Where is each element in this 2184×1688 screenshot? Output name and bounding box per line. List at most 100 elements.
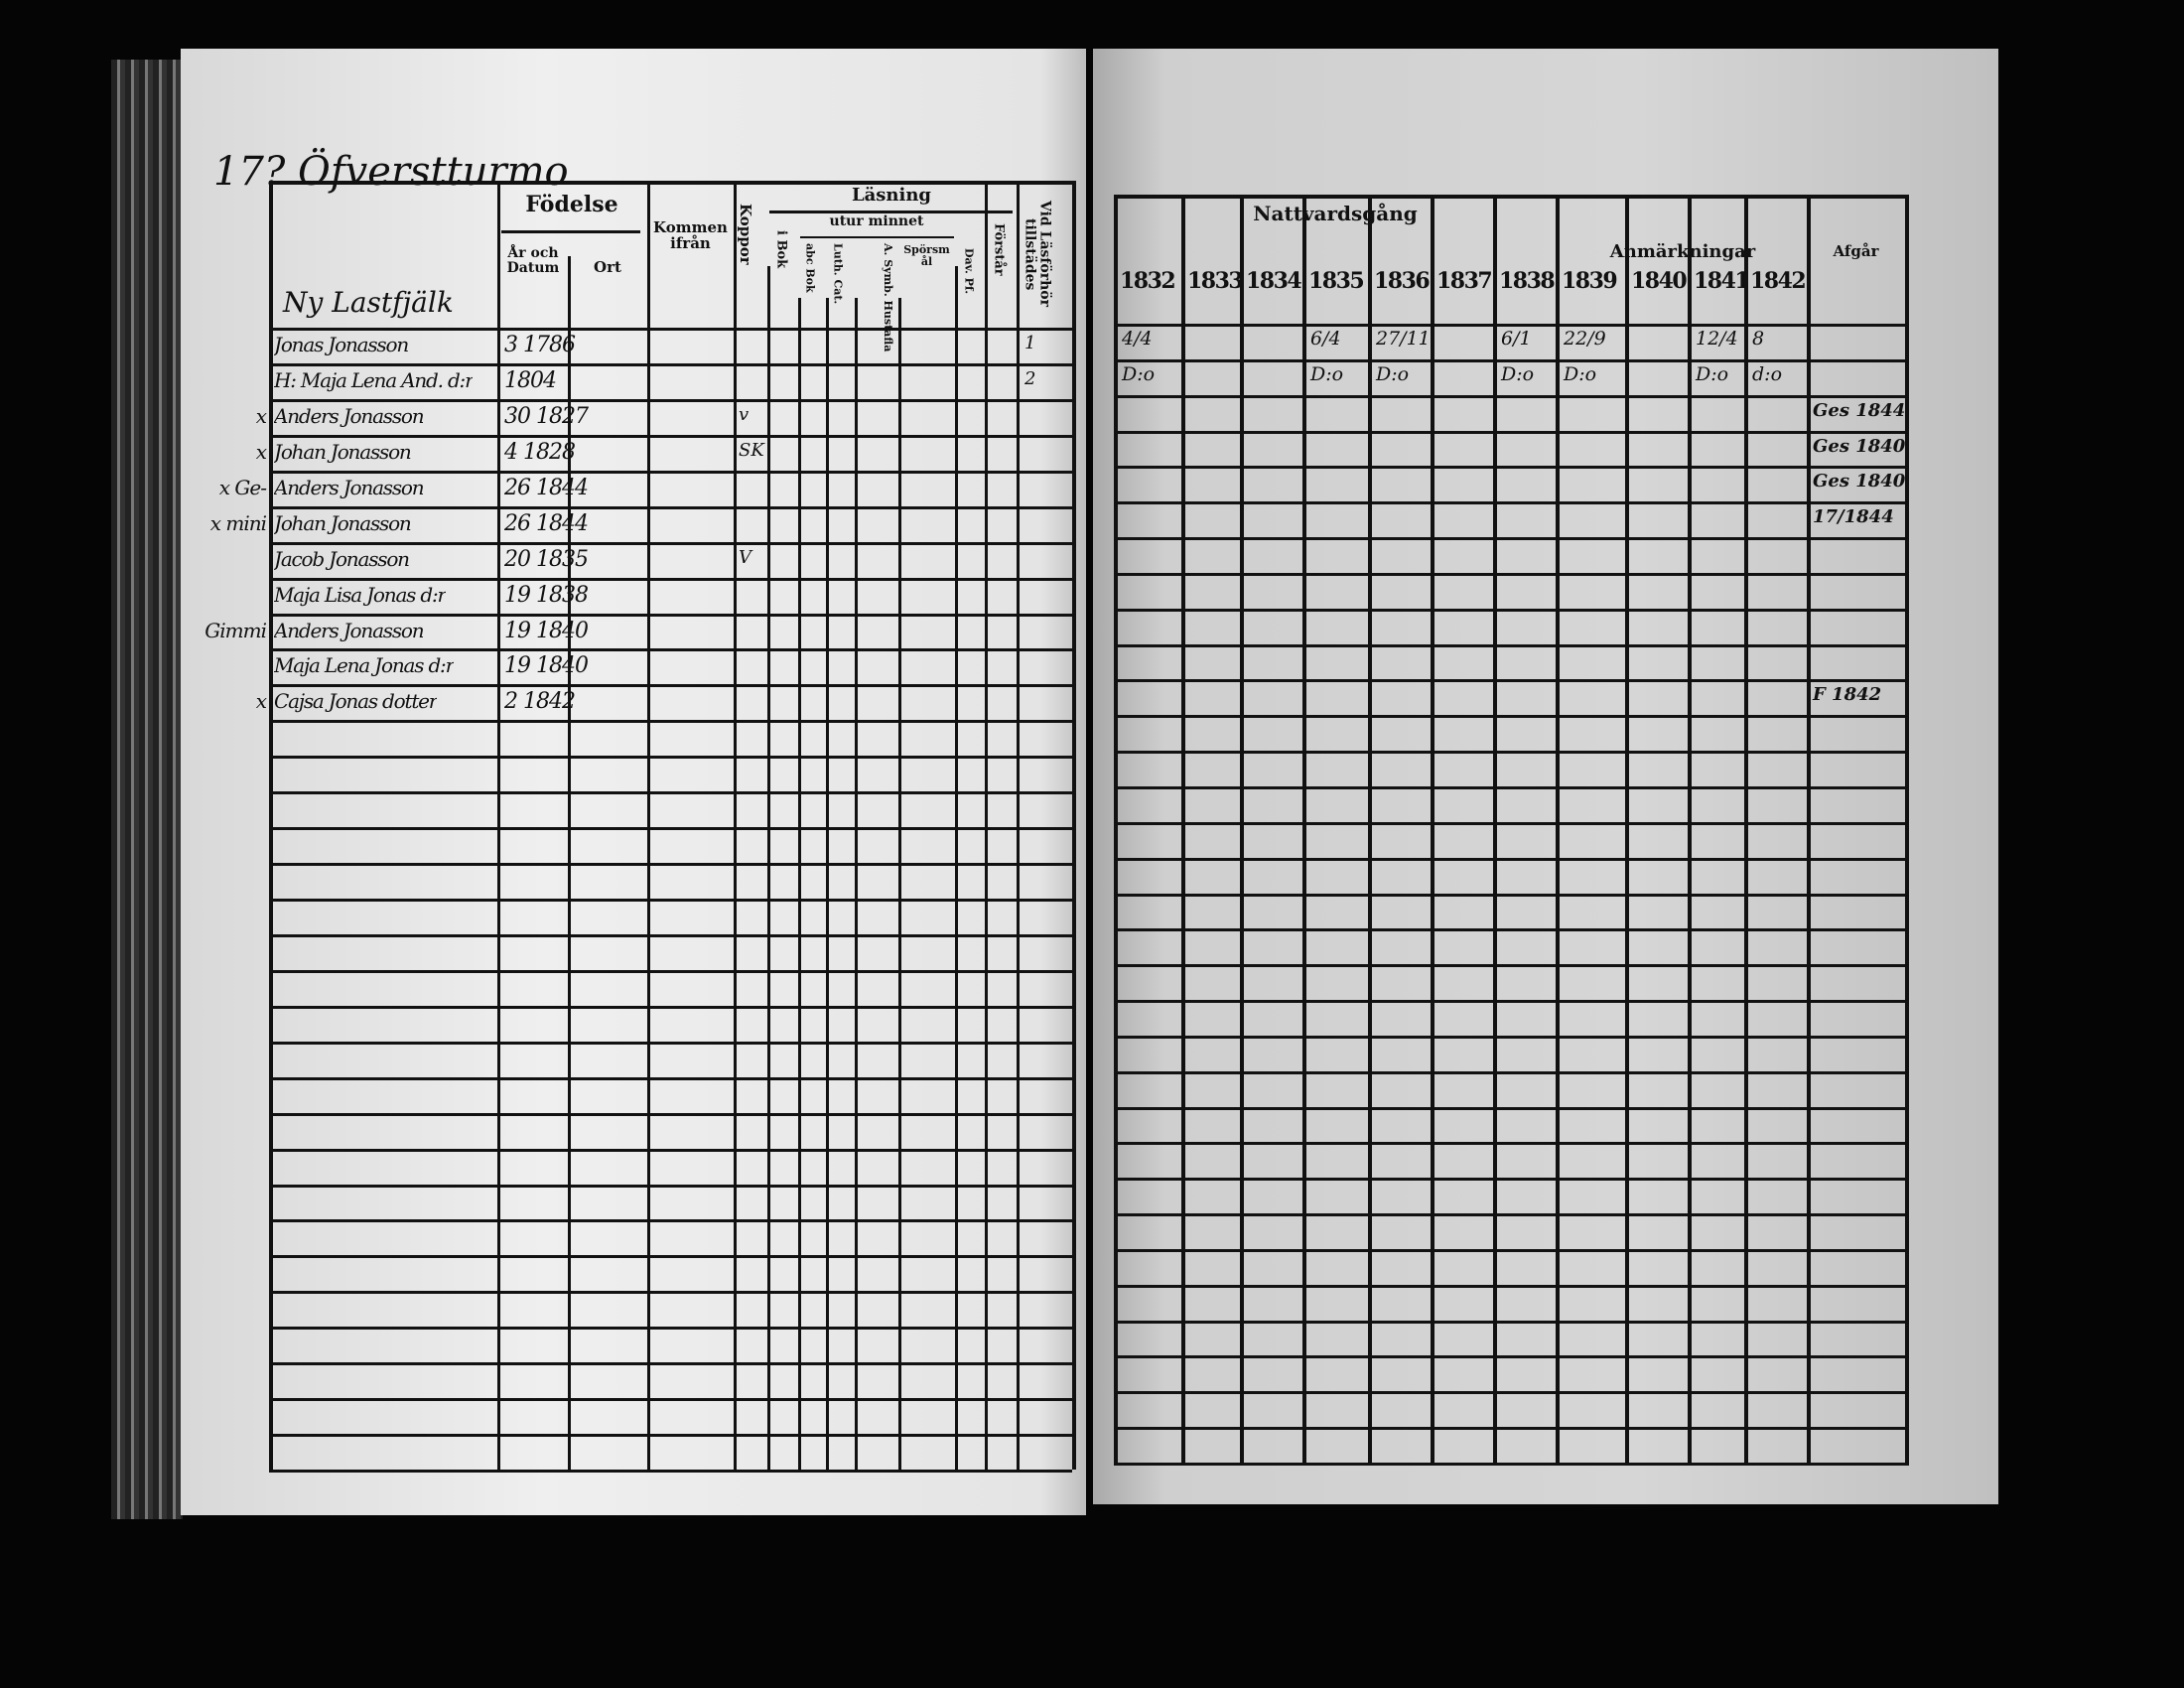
- communion-entry: 27/11: [1376, 328, 1431, 350]
- row-line: [1114, 395, 1909, 398]
- row-line: [1114, 609, 1909, 612]
- row-line: [269, 1255, 1072, 1258]
- grid-line: [767, 266, 770, 1470]
- row-line: [269, 506, 1072, 509]
- row-line: [269, 1113, 1072, 1116]
- row-line: [269, 1042, 1072, 1045]
- row-line: [269, 614, 1072, 617]
- grid-line: [497, 181, 500, 1470]
- communion-entry: D:o: [1564, 363, 1597, 385]
- header-lasforhor: Vid Läsförhör tillstädes: [1022, 201, 1053, 308]
- left-page: [181, 49, 1086, 1515]
- koppor-entry: v: [739, 404, 750, 425]
- communion-entry: 8: [1752, 328, 1765, 350]
- year-header: 1834: [1246, 268, 1302, 294]
- year-header: 1832: [1120, 268, 1176, 294]
- koppor-entry: SK: [739, 440, 764, 461]
- row-line: [1114, 964, 1909, 967]
- grid-line: [1017, 181, 1020, 1470]
- row-line: [269, 1327, 1072, 1330]
- grid-line: [826, 298, 829, 1470]
- row-line: [1114, 751, 1909, 754]
- grid-line: [1556, 195, 1560, 1463]
- header-koppor: Koppor: [736, 204, 754, 265]
- grid-line: [1905, 195, 1909, 1463]
- header-forstar: Förstår: [991, 223, 1007, 276]
- row-line: [1114, 1249, 1909, 1252]
- name-entry: Johan Jonasson: [274, 440, 411, 464]
- row-line: [269, 863, 1072, 866]
- row-line: [269, 1398, 1072, 1401]
- row-line: [1114, 324, 1909, 327]
- grid-line: [269, 181, 273, 1470]
- row-line: [1114, 1355, 1909, 1358]
- margin-mark: x Ge-: [218, 476, 267, 499]
- grid-line: [1744, 195, 1748, 1463]
- grid-line: [800, 236, 954, 238]
- forhor-entry: 1: [1024, 333, 1036, 353]
- row-line: [1114, 1321, 1909, 1324]
- row-line: [269, 578, 1072, 581]
- row-line: [269, 827, 1072, 830]
- grid-line: [1302, 195, 1306, 1463]
- communion-entry: D:o: [1501, 363, 1535, 385]
- grid-line: [1181, 195, 1185, 1463]
- row-line: [1114, 1213, 1909, 1216]
- name-entry: Maja Lena Jonas d:r: [274, 653, 454, 677]
- row-line: [1114, 858, 1909, 861]
- grid-line: [1072, 181, 1076, 1470]
- grid-line: [1431, 195, 1434, 1463]
- header-lasning: Läsning: [851, 185, 932, 206]
- margin-mark: Gimmi: [205, 619, 267, 642]
- row-line: [269, 970, 1072, 973]
- header-i-bok: i Bok: [773, 230, 789, 269]
- row-line: [269, 791, 1072, 794]
- grid-line: [1368, 195, 1372, 1463]
- birth-entry: 26 1844: [504, 476, 589, 500]
- grid-line: [1114, 195, 1118, 1463]
- row-line: [269, 1185, 1072, 1188]
- row-line: [269, 399, 1072, 402]
- grid-line: [269, 181, 1072, 185]
- row-line: [1114, 679, 1909, 682]
- birth-entry: 26 1844: [504, 511, 589, 536]
- row-line: [269, 1077, 1072, 1080]
- birth-entry: 1804: [504, 368, 557, 393]
- header-symb-hustafla: A. Symb. Hustafla: [882, 243, 894, 352]
- row-line: [1114, 1463, 1909, 1466]
- afgar-entry: Ges 1844: [1813, 400, 1906, 421]
- birth-entry: 20 1835: [504, 547, 589, 572]
- row-line: [269, 648, 1072, 651]
- name-entry: Cajsa Jonas dotter: [274, 689, 438, 713]
- name-entry: Anders Jonasson: [274, 619, 424, 642]
- row-line: [1114, 894, 1909, 897]
- row-line: [1114, 1427, 1909, 1430]
- name-entry: Anders Jonasson: [274, 476, 424, 499]
- grid-line: [985, 181, 988, 1470]
- afgar-entry: Ges 1840: [1813, 471, 1906, 492]
- grid-line: [1240, 195, 1244, 1463]
- afgar-entry: 17/1844: [1813, 506, 1894, 527]
- margin-mark: x: [255, 689, 267, 713]
- grid-line: [1493, 195, 1497, 1463]
- header-anmarkningar: Anmärkningar: [1609, 241, 1756, 262]
- grid-line: [898, 298, 901, 1470]
- grid-line: [1114, 195, 1905, 199]
- year-header: 1840: [1631, 268, 1688, 294]
- grid-line: [1688, 195, 1692, 1463]
- year-header: 1833: [1187, 268, 1244, 294]
- row-line: [1114, 928, 1909, 931]
- header-kommen-ifran: Kommen ifrån: [653, 218, 728, 252]
- row-line: [1114, 501, 1909, 504]
- row-line: [269, 363, 1072, 366]
- year-header: 1836: [1374, 268, 1431, 294]
- birth-entry: 2 1842: [504, 689, 576, 714]
- afgar-entry: Ges 1840: [1813, 436, 1906, 457]
- header-utur-minnet: utur minnet: [829, 213, 924, 229]
- row-line: [269, 934, 1072, 937]
- page-title: 17? Öfverstturmo: [213, 149, 569, 195]
- year-header: 1837: [1436, 268, 1493, 294]
- year-header: 1841: [1694, 268, 1750, 294]
- row-line: [269, 1470, 1072, 1473]
